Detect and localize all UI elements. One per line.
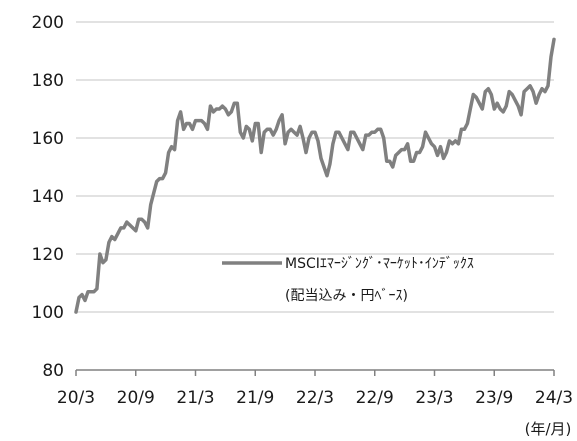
x-tick-labels: 20/3 20/9 21/3 21/9 22/3 22/9 23/3 23/9 24/3 [57,388,573,408]
series-group [74,37,556,314]
gridlines [76,21,554,313]
x-tick-label: 23/3 [415,388,453,408]
x-tick-label: 22/3 [296,388,334,408]
x-tick-label: 20/3 [57,388,95,408]
legend-label-sub: (配当込み・円ﾍﾞｰｽ) [285,288,408,304]
y-tick-labels: 80 100 120 140 160 180 200 [32,13,64,381]
x-axis-unit-label: (年/月) [525,420,572,438]
legend: MSCIｴﾏｰｼﾞﾝｸﾞ･ﾏｰｹｯﾄ･ｲﾝﾃﾞｯｸｽ (配当込み・円ﾍﾞｰｽ) [222,256,474,304]
y-tick-label: 160 [32,129,64,149]
y-tick-label: 100 [32,303,64,323]
axes [75,369,555,376]
x-tick-label: 24/3 [535,388,573,408]
y-tick-label: 140 [32,187,64,207]
y-tick-label: 80 [42,361,64,381]
y-tick-label: 120 [32,245,64,265]
y-tick-label: 200 [32,13,64,33]
legend-label: MSCIｴﾏｰｼﾞﾝｸﾞ･ﾏｰｹｯﾄ･ｲﾝﾃﾞｯｸｽ [285,256,474,272]
x-tick-label: 20/9 [117,388,155,408]
x-tick-label: 21/9 [236,388,274,408]
x-tick-label: 21/3 [176,388,214,408]
y-tick-label: 180 [32,71,64,91]
x-tick-label: 23/9 [475,388,513,408]
series-line-0 [74,37,556,314]
x-tick-label: 22/9 [356,388,394,408]
